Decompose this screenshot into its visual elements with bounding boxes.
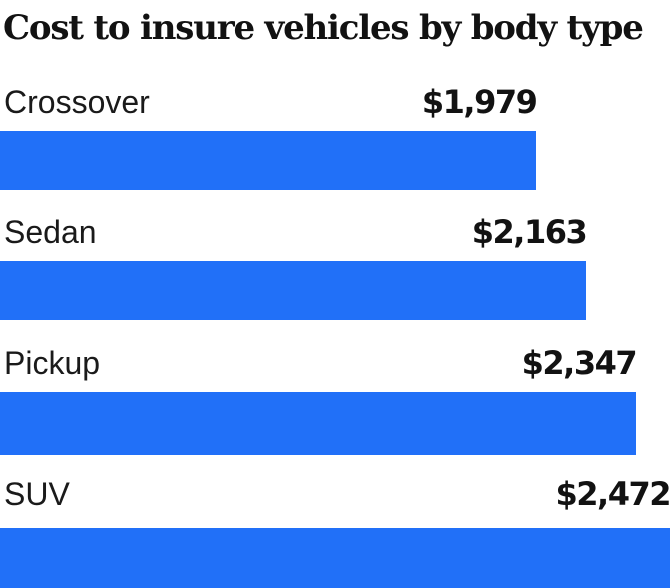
category-label: Crossover <box>4 83 150 120</box>
category-label: Pickup <box>4 344 101 381</box>
value-label: $2,347 <box>521 344 638 382</box>
category-label: SUV <box>4 475 70 512</box>
value-label: $1,979 <box>421 83 538 121</box>
chart-title: Cost to insure vehicles by body type <box>3 8 644 48</box>
value-label: $2,163 <box>471 213 588 251</box>
value-label: $2,472 <box>555 475 670 513</box>
bar-row-header-sedan: Sedan $2,163 <box>0 212 588 252</box>
bar-row-header-suv: SUV $2,472 <box>0 474 670 514</box>
category-label: Sedan <box>4 213 97 250</box>
bar-pickup <box>0 392 637 455</box>
bar-suv <box>0 528 670 588</box>
bar-sedan <box>0 261 587 320</box>
bar-crossover <box>0 131 537 190</box>
bar-row-header-pickup: Pickup $2,347 <box>0 343 638 383</box>
bar-row-header-crossover: Crossover $1,979 <box>0 82 538 122</box>
